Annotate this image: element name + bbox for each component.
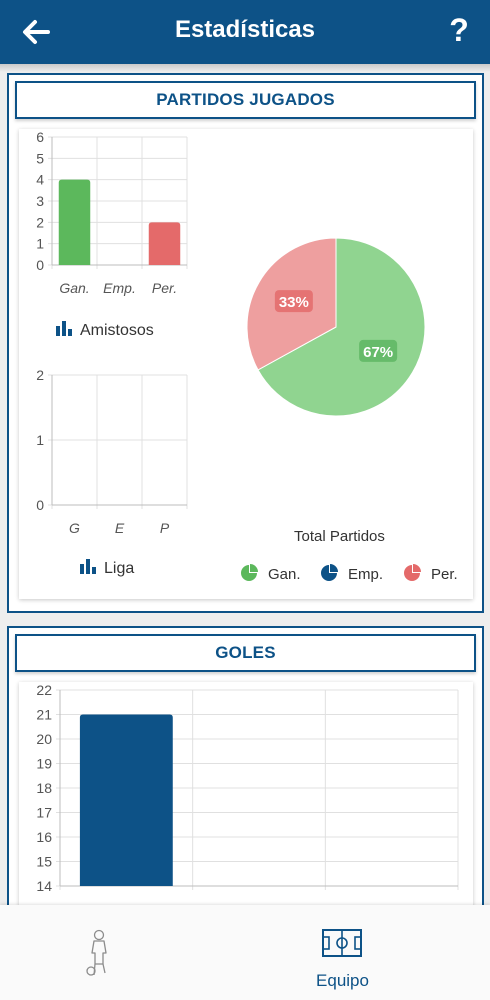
bar-chart-icon [56,321,72,336]
amistosos-bar-chart: 0 1 2 3 4 5 6 Gan. Emp. Per. [36,129,188,296]
y-tick-label: 16 [36,829,52,845]
bar-chart-icon [80,559,96,574]
help-button[interactable]: ? [449,12,469,48]
y-tick-label: 2 [36,214,44,230]
goles-bar-chart: 14 15 16 17 18 19 20 21 22 [36,682,459,894]
nav-item-equipo-label: Equipo [316,971,369,990]
pie-icon [321,564,338,581]
y-tick-label: 1 [36,432,44,448]
y-tick-label: 15 [36,854,52,870]
amistosos-label: Amistosos [80,322,154,339]
legend-label: Per. [431,566,458,583]
x-tick-label: Per. [152,280,177,296]
top-app-bar: Estadísticas ? [0,0,490,64]
y-tick-label: 3 [36,193,44,209]
bar[interactable] [79,714,173,887]
field-icon [322,929,362,957]
y-tick-label: 0 [36,497,44,513]
bottom-navigation: Equipo [0,905,490,1000]
legend-item: Emp. [320,564,383,583]
x-tick-label: P [160,520,170,536]
legend-label: Emp. [348,566,384,583]
y-tick-label: 0 [36,257,44,273]
liga-label: Liga [104,560,135,577]
goles-header-title: GOLES [215,643,276,662]
x-tick-label: Emp. [103,280,136,296]
y-tick-label: 14 [36,878,52,894]
pie-label-badge [359,339,398,362]
y-tick-label: 19 [36,756,52,772]
y-tick-label: 18 [36,780,52,796]
partidos-header-title: PARTIDOS JUGADOS [156,90,335,109]
pie-icon [241,564,258,581]
pie-label-badge [274,290,313,313]
app-bar-shadow [0,64,490,72]
bar[interactable] [58,179,91,265]
nav-item-player[interactable] [0,905,245,1000]
liga-bar-chart: 0 1 2 G E P [36,367,188,536]
y-tick-label: 17 [36,805,52,821]
goles-header: GOLES [15,634,476,672]
y-tick-label: 1 [36,236,44,252]
x-tick-label: G [69,520,80,536]
legend-label: Gan. [268,566,301,583]
y-tick-label: 5 [36,150,44,166]
total-partidos-label: Total Partidos [294,528,385,545]
pie-icon [404,564,421,581]
y-tick-label: 21 [36,707,52,723]
total-partidos-pie-chart: 67% 33% [246,237,426,417]
y-tick-label: 6 [36,129,44,145]
pie-slice-label: 67% [363,344,393,361]
legend-item: Per. [403,564,458,583]
legend-item: Gan. [240,564,301,583]
pie-slice-label: 33% [279,294,309,311]
y-tick-label: 20 [36,731,52,747]
player-icon [86,929,107,976]
page-title: Estadísticas [174,16,316,43]
back-arrow-icon[interactable] [18,14,54,50]
y-tick-label: 2 [36,367,44,383]
partidos-header: PARTIDOS JUGADOS [15,81,476,119]
liga-legend: Liga [78,556,134,578]
bar[interactable] [148,222,181,265]
x-tick-label: E [115,520,125,536]
pie-slice[interactable] [257,237,426,417]
y-tick-label: 22 [36,682,52,698]
x-tick-label: Gan. [59,280,89,296]
amistosos-legend: Amistosos [54,318,154,340]
y-tick-label: 4 [36,172,44,188]
nav-item-equipo[interactable]: Equipo [220,905,465,1000]
